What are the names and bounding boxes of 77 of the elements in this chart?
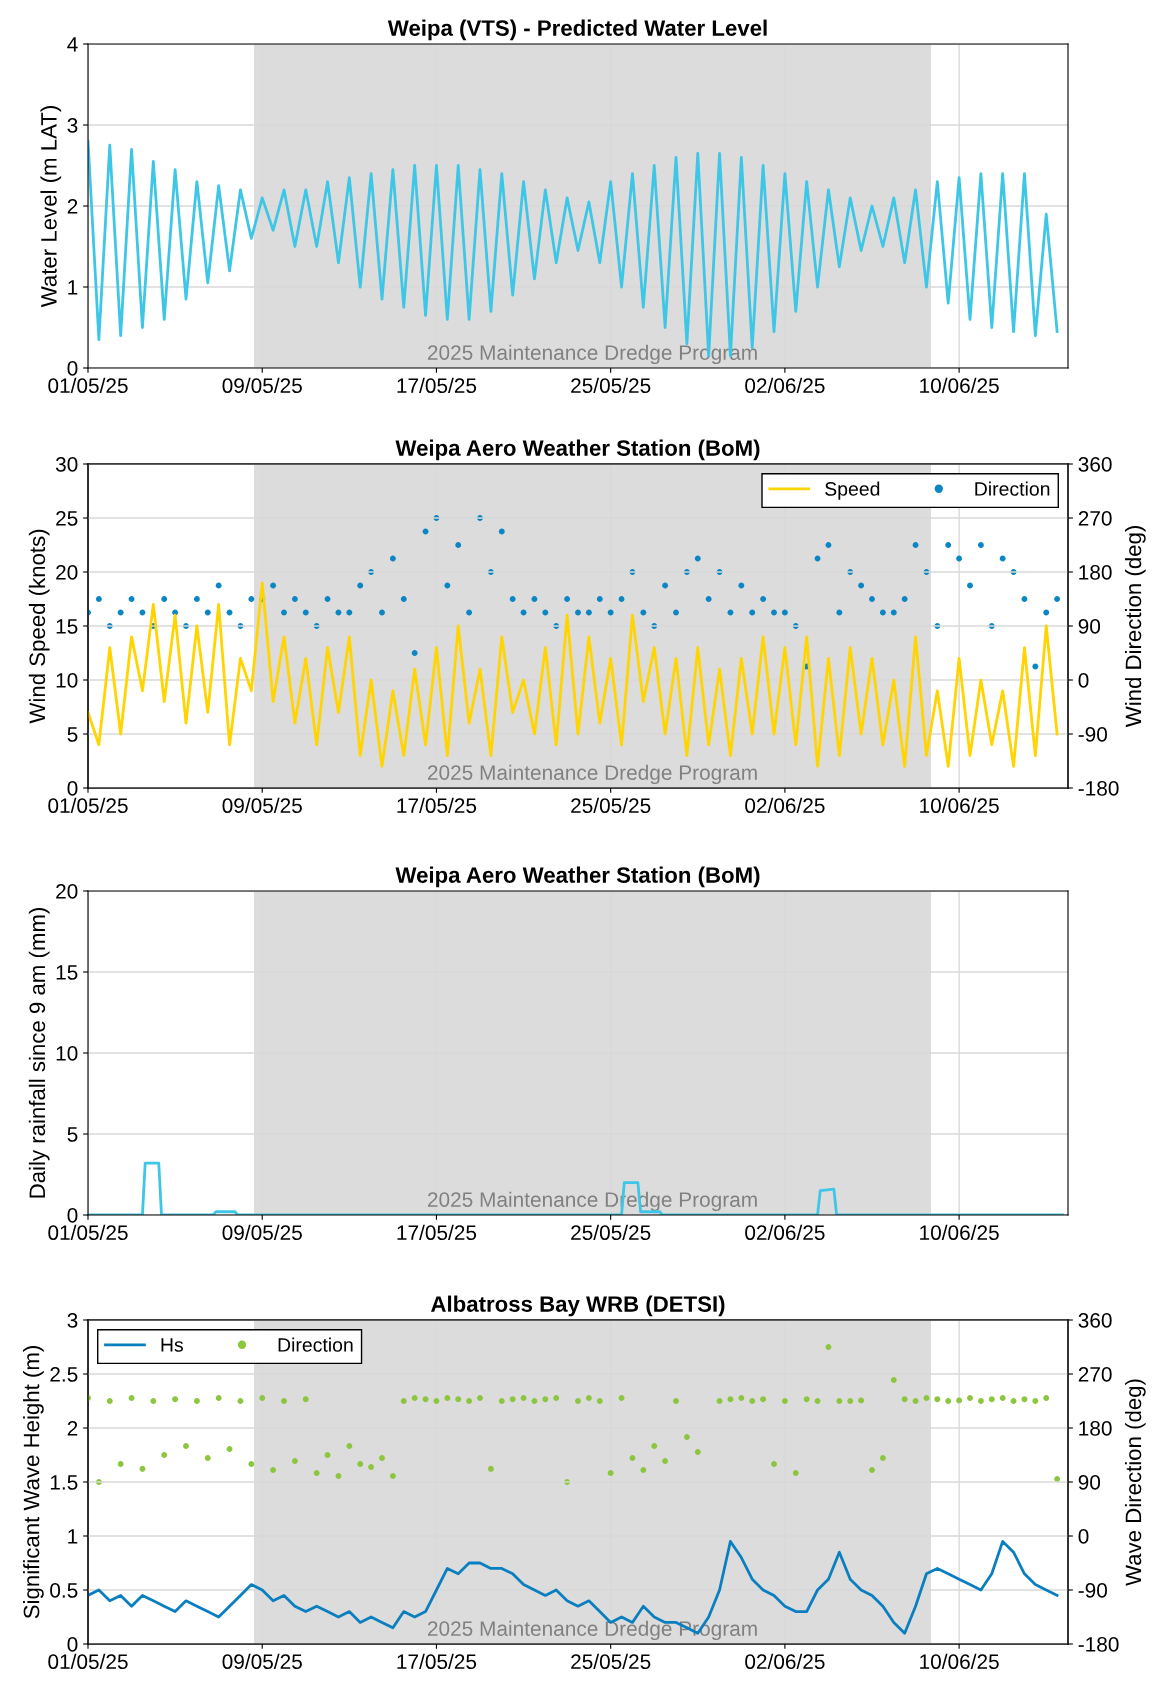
y-tick-label: 20 bbox=[56, 884, 78, 899]
x-tick-label: 10/06/25 bbox=[920, 1653, 999, 1670]
x-tick-label: 02/06/25 bbox=[745, 797, 825, 814]
y-tick-label: 2.5 bbox=[50, 1367, 78, 1382]
x-tick-label: 25/05/25 bbox=[571, 1224, 651, 1241]
x-tick-label: 01/05/25 bbox=[48, 1224, 128, 1241]
x-tick-label: 02/06/25 bbox=[745, 377, 825, 394]
legend-label: Direction bbox=[975, 481, 1050, 496]
x-tick-label: 17/05/25 bbox=[397, 1224, 477, 1241]
y-tick-label: 3 bbox=[67, 1313, 78, 1328]
x-tick-label: 02/06/25 bbox=[745, 1224, 825, 1241]
x-tick-label: 09/05/25 bbox=[222, 797, 302, 814]
y-tick-label: 1 bbox=[68, 1529, 78, 1544]
y-tick-label: 4 bbox=[67, 37, 78, 52]
y2-tick-label: 360 bbox=[1078, 457, 1112, 472]
y2-tick-label: -180 bbox=[1078, 781, 1119, 796]
band-label: 2025 Maintenance Dredge Program bbox=[427, 764, 757, 785]
y2-tick-label: 90 bbox=[1078, 1475, 1101, 1490]
chart-title: Weipa Aero Weather Station (BoM) bbox=[395, 866, 760, 888]
y-axis-title: Significant Wave Height (m) bbox=[23, 1346, 44, 1619]
x-tick-label: 25/05/25 bbox=[571, 377, 651, 394]
y-tick-label: 0 bbox=[67, 361, 78, 376]
y2-tick-label: -180 bbox=[1078, 1637, 1119, 1652]
y-tick-label: 5 bbox=[67, 1127, 78, 1142]
x-tick-label: 25/05/25 bbox=[571, 797, 651, 814]
y2-tick-label: -90 bbox=[1078, 1583, 1108, 1598]
chart-title: Weipa Aero Weather Station (BoM) bbox=[395, 439, 760, 461]
y-tick-label: 1 bbox=[68, 280, 78, 295]
y-axis-title: Water Level (m LAT) bbox=[40, 106, 62, 308]
x-tick-label: 10/06/25 bbox=[920, 797, 999, 814]
y-tick-label: 0.5 bbox=[50, 1583, 78, 1598]
y-axis-title: Daily rainfall since 9 am (mm) bbox=[28, 908, 50, 1198]
legend-label: Speed bbox=[825, 481, 880, 500]
y2-tick-label: 90 bbox=[1078, 619, 1101, 634]
legend-label: Direction bbox=[278, 1337, 353, 1352]
x-tick-label: 17/05/25 bbox=[397, 377, 477, 394]
y-tick-label: 3 bbox=[67, 118, 78, 133]
y2-tick-label: 0 bbox=[1078, 673, 1089, 688]
y2-tick-label: 270 bbox=[1078, 511, 1112, 526]
y2-tick-label: 180 bbox=[1079, 1421, 1112, 1436]
chart-title: Weipa (VTS) - Predicted Water Level bbox=[387, 19, 767, 41]
y2-tick-label: 180 bbox=[1079, 565, 1112, 580]
x-tick-label: 10/06/25 bbox=[920, 1224, 999, 1241]
x-tick-label: 17/05/25 bbox=[397, 1653, 477, 1670]
x-tick-label: 09/05/25 bbox=[222, 377, 302, 394]
x-tick-label: 25/05/25 bbox=[571, 1653, 651, 1670]
x-tick-label: 17/05/25 bbox=[397, 797, 477, 814]
y-tick-label: 30 bbox=[55, 457, 78, 472]
y-tick-label: 15 bbox=[56, 965, 78, 980]
x-tick-label: 09/05/25 bbox=[222, 1224, 302, 1241]
y-tick-label: 0 bbox=[67, 1208, 78, 1223]
y-tick-label: 1.5 bbox=[50, 1475, 78, 1490]
x-tick-label: 09/05/25 bbox=[222, 1653, 302, 1670]
x-tick-label: 10/06/25 bbox=[920, 377, 999, 394]
x-tick-label: 01/05/25 bbox=[48, 377, 128, 394]
y-tick-label: 10 bbox=[56, 1046, 78, 1061]
y2-tick-label: 0 bbox=[1078, 1529, 1089, 1544]
y-axis-title: Wind Speed (knots) bbox=[28, 529, 50, 724]
y-tick-label: 2 bbox=[67, 199, 78, 214]
legend-label: Hs bbox=[161, 1338, 184, 1352]
chart-title: Albatross Bay WRB (DETSI) bbox=[431, 1295, 725, 1317]
y2-axis-title: Wave Direction (deg) bbox=[1124, 1379, 1146, 1586]
y-tick-label: 2 bbox=[67, 1421, 78, 1436]
y2-axis-title: Wind Direction (deg) bbox=[1124, 526, 1146, 728]
x-tick-label: 02/06/25 bbox=[745, 1653, 825, 1670]
x-tick-label: 01/05/25 bbox=[48, 797, 128, 814]
y-tick-label: 10 bbox=[56, 673, 78, 688]
x-tick-label: 01/05/25 bbox=[48, 1653, 128, 1670]
y-tick-label: 5 bbox=[67, 727, 78, 742]
y-tick-label: 20 bbox=[56, 565, 78, 580]
y2-tick-label: 360 bbox=[1078, 1313, 1112, 1328]
y2-tick-label: 270 bbox=[1078, 1367, 1112, 1382]
y-tick-label: 0 bbox=[67, 1637, 78, 1652]
y2-tick-label: -90 bbox=[1078, 727, 1108, 742]
y-tick-label: 15 bbox=[56, 619, 78, 634]
y-tick-label: 25 bbox=[56, 511, 78, 526]
y-tick-label: 0 bbox=[67, 781, 78, 796]
